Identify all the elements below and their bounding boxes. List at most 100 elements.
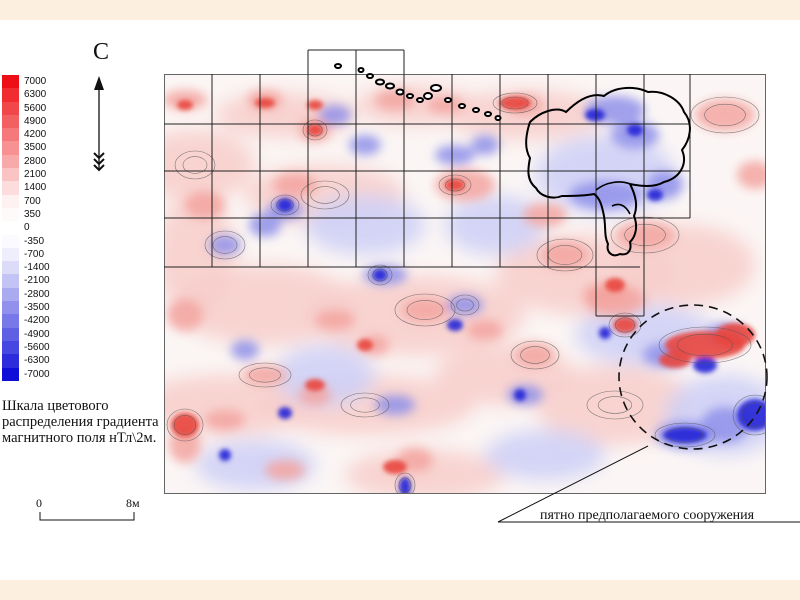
legend-swatch [2, 128, 19, 142]
field-anomaly [450, 294, 480, 316]
field-anomaly [427, 97, 463, 113]
legend-value: 700 [24, 195, 41, 207]
field-anomaly [273, 173, 317, 197]
legend-swatch [2, 101, 19, 115]
field-anomaly [737, 161, 765, 189]
legend-value: -5600 [24, 341, 50, 353]
field-anomaly [182, 156, 208, 174]
field-anomaly [499, 96, 531, 110]
legend-swatch [2, 354, 19, 368]
field-anomaly [307, 124, 323, 136]
field-anomaly [345, 450, 505, 493]
field-anomaly [255, 98, 275, 108]
legend-swatch [2, 367, 19, 381]
field-anomaly [445, 195, 545, 255]
field-anomaly [238, 362, 292, 388]
field-anomaly [299, 385, 331, 405]
magnetic-gradient-map [164, 74, 766, 494]
legend-swatch [2, 114, 19, 129]
legend-swatch [2, 194, 19, 208]
field-anomaly [693, 357, 717, 373]
legend-item: 6300 [0, 88, 70, 102]
field-anomaly [435, 145, 475, 165]
field-anomaly [372, 268, 388, 282]
color-legend: 7000 6300 5600 4900 4200 3500 2800 2100 1400 700 3… [0, 75, 70, 381]
legend-value: 7000 [24, 76, 47, 87]
field-anomaly [456, 298, 474, 312]
legend-item: 350 [0, 207, 70, 222]
field-anomaly [627, 124, 643, 136]
legend-value: 6300 [24, 89, 47, 101]
field-anomaly [177, 100, 193, 110]
legend-swatch [2, 168, 19, 182]
legend-item: -5600 [0, 340, 70, 355]
legend-item: 1400 [0, 181, 70, 195]
legend-item: -1400 [0, 261, 70, 275]
field-anomaly [514, 389, 526, 401]
legend-swatch [2, 141, 19, 155]
legend-item: 4200 [0, 128, 70, 142]
legend-swatch [2, 207, 19, 222]
legend-swatch [2, 340, 19, 355]
field-anomaly [270, 194, 300, 216]
field-anomaly [399, 477, 411, 493]
legend-item: 700 [0, 194, 70, 208]
north-arrow: С [88, 40, 114, 180]
legend-value: -3500 [24, 302, 50, 314]
field-anomaly [605, 278, 625, 292]
field-anomaly [383, 460, 407, 474]
legend-swatch [2, 314, 19, 328]
legend-item: 2800 [0, 154, 70, 169]
scale-line [39, 512, 135, 521]
field-anomaly [406, 300, 444, 320]
legend-caption: Шкала цветового распределения градиента … [2, 398, 159, 446]
legend-value: -4900 [24, 328, 50, 340]
legend-item: -700 [0, 247, 70, 262]
field-anomaly [219, 449, 231, 461]
gradient-field-raster [165, 85, 765, 493]
field-anomaly [165, 130, 255, 200]
field-anomaly [249, 367, 281, 383]
legend-swatch [2, 261, 19, 275]
field-anomaly [171, 413, 199, 437]
legend-item: 2100 [0, 168, 70, 182]
field-anomaly [209, 235, 241, 255]
legend-value: -350 [24, 235, 45, 247]
legend-item: 4900 [0, 114, 70, 129]
field-anomaly [467, 320, 503, 340]
legend-item: -7000 [0, 367, 70, 381]
legend-value: 3500 [24, 142, 47, 154]
field-anomaly [447, 319, 463, 331]
field-anomaly [350, 397, 380, 413]
field-anomaly [485, 430, 605, 480]
field-anomaly [174, 150, 216, 180]
legend-swatch [2, 75, 19, 89]
field-anomaly [715, 323, 755, 347]
legend-value: -1400 [24, 262, 50, 274]
legend-value: -2800 [24, 288, 50, 300]
field-anomaly [520, 346, 550, 364]
field-anomaly [349, 135, 381, 155]
field-anomaly [300, 180, 350, 210]
field-anomaly [569, 181, 641, 209]
field-anomaly [205, 410, 245, 430]
field-anomaly [613, 317, 637, 333]
north-label: С [92, 39, 109, 65]
field-anomaly [445, 178, 465, 192]
legend-item: 7000 [0, 75, 70, 89]
legend-value: 4200 [24, 129, 47, 141]
field-anomaly [695, 99, 755, 131]
field-anomaly [265, 460, 305, 480]
field-anomaly [249, 213, 281, 237]
field-anomaly [445, 179, 465, 191]
legend-value: -6300 [24, 355, 50, 367]
legend-swatch [2, 247, 19, 262]
legend-swatch [2, 301, 19, 315]
legend-value: -2100 [24, 275, 50, 287]
field-anomaly [165, 195, 235, 315]
field-anomaly [375, 90, 415, 110]
legend-item: -6300 [0, 354, 70, 368]
field-anomaly [373, 269, 387, 281]
legend-swatch [2, 181, 19, 195]
legend-swatch [2, 327, 19, 341]
